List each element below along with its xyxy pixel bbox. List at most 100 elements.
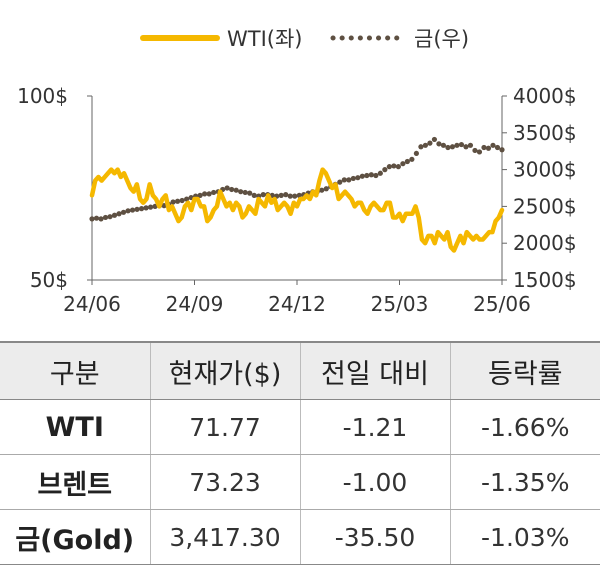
change-rate-cell: -1.35% [449, 454, 600, 510]
x-axis-tick-label: 24/06 [63, 292, 121, 316]
gold-point [409, 156, 415, 162]
gold-point [458, 141, 465, 148]
gold-point [355, 175, 361, 181]
gold-point [93, 215, 100, 221]
gold-point [337, 179, 343, 185]
gold-point [476, 149, 483, 155]
gold-point [147, 204, 154, 210]
gold-point [251, 192, 257, 198]
right-axis-tick-label: 1500$ [513, 268, 577, 292]
col-header-current-price: 현재가($) [149, 341, 300, 400]
gold-point [431, 136, 438, 143]
x-axis-tick-label: 24/12 [268, 292, 326, 316]
right-axis-tick-label: 3000$ [513, 158, 577, 182]
current-price-cell: 71.77 [149, 399, 300, 455]
gold-point [170, 199, 176, 205]
gold-point [283, 192, 289, 198]
gold-point [494, 144, 501, 151]
gold-point [184, 196, 190, 202]
col-header-change: 전일 대비 [299, 341, 450, 400]
right-axis-tick-label: 2500$ [513, 194, 577, 218]
chart-legend: WTI(좌) 금(우) [140, 27, 469, 51]
change-rate-cell: -1.66% [449, 399, 600, 455]
gold-point [404, 158, 410, 165]
gold-point [350, 175, 356, 182]
right-axis-tick-label: 4000$ [513, 84, 577, 108]
col-header-change-rate: 등락률 [449, 341, 600, 400]
gold-point [260, 192, 266, 198]
gold-point [179, 197, 185, 204]
gold-point [472, 147, 478, 154]
gold-point [138, 206, 145, 212]
gold-point [454, 142, 460, 148]
gold-point [111, 212, 118, 218]
gold-point [377, 170, 383, 176]
gold-point [233, 187, 239, 193]
gold-point [247, 190, 253, 196]
gold-point [368, 172, 374, 178]
gold-point [382, 167, 388, 173]
gold-point [238, 189, 244, 195]
gold-point [296, 192, 302, 198]
gold-point [449, 144, 456, 150]
gold-point [359, 173, 365, 179]
gold-point [485, 145, 492, 151]
gold-point [292, 193, 298, 199]
gold-point [197, 192, 203, 198]
wti-line [89, 167, 505, 253]
gold-point [143, 205, 149, 211]
gold-point [134, 206, 140, 212]
x-axis-tick-label: 25/06 [473, 292, 531, 316]
gold-point [319, 187, 325, 193]
gold-point [440, 142, 447, 148]
gold-point [202, 191, 208, 197]
table-row: 금(Gold) 3,417.30 -35.50 -1.03% [0, 509, 600, 565]
gold-point [206, 191, 212, 197]
gold-point [224, 185, 230, 191]
left-axis-tick-label: 50$ [30, 268, 68, 292]
gold-point [467, 142, 474, 148]
gold-point [102, 214, 109, 221]
gold-point [364, 172, 370, 179]
change-cell: -1.00 [299, 454, 450, 510]
gold-point [418, 144, 424, 150]
right-axis-tick-label: 3500$ [513, 121, 577, 145]
gold-point [373, 172, 379, 179]
change-rate-cell: -1.03% [449, 509, 600, 565]
gold-point [229, 186, 235, 193]
gold-point [499, 147, 505, 153]
col-header-category: 구분 [0, 341, 150, 400]
gold-point [98, 216, 104, 222]
gold-point [436, 141, 442, 147]
row-label: 금(Gold) [0, 509, 150, 565]
gold-point [445, 144, 451, 151]
price-table: 구분 현재가($) 전일 대비 등락률 WTI 71.77 -1.21 -1.6… [0, 341, 600, 565]
current-price-cell: 3,417.30 [149, 509, 300, 565]
gold-point [395, 164, 401, 170]
gold-point [107, 214, 113, 220]
table-row: 브렌트 73.23 -1.00 -1.35% [0, 454, 600, 510]
x-axis-tick-label: 24/09 [166, 292, 224, 316]
change-cell: -35.50 [299, 509, 450, 565]
table-row: WTI 71.77 -1.21 -1.66% [0, 399, 600, 455]
gold-point [89, 216, 95, 222]
gold-point [129, 207, 136, 213]
gold-point [386, 164, 392, 170]
gold-point [278, 192, 284, 198]
gold-point [211, 189, 217, 196]
left-axis-tick-label: 100$ [17, 84, 68, 108]
gold-point [413, 150, 419, 157]
x-axis-tick-label: 25/03 [371, 292, 429, 316]
gold-point [463, 144, 469, 150]
gold-point [422, 142, 429, 148]
gold-point [175, 198, 181, 204]
gold-point [242, 189, 248, 196]
gold-point [116, 211, 122, 217]
gold-point [391, 163, 397, 169]
chart-ticks: 100$ 50$ 4000$ 3500$ 3000$ 2500$ 2000$ 1500$ 24/… [17, 84, 577, 316]
chart-series [89, 136, 505, 253]
gold-point [427, 140, 433, 146]
right-axis-tick-label: 2000$ [513, 231, 577, 255]
gold-point [400, 161, 406, 167]
gold-point [490, 142, 496, 148]
